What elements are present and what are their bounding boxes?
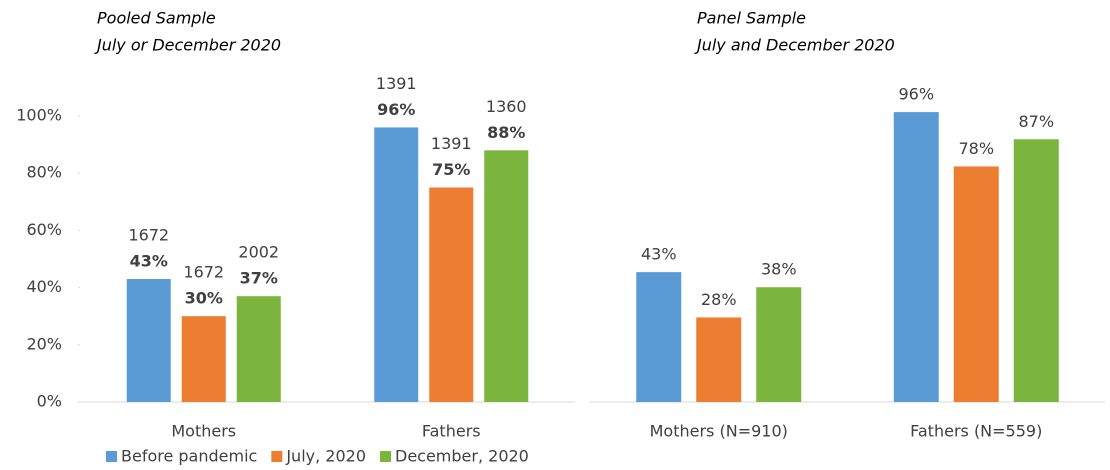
- y-tick-label: 0%: [37, 392, 62, 411]
- bar: [429, 187, 474, 402]
- bar: [181, 316, 226, 402]
- y-tick-label: 20%: [26, 334, 62, 353]
- data-label: 38%: [761, 260, 797, 279]
- legend-label: July, 2020: [285, 447, 366, 466]
- data-label: 75%: [432, 160, 470, 179]
- bar: [953, 166, 999, 402]
- bar: [374, 127, 419, 402]
- legend-label: December, 2020: [395, 447, 529, 466]
- legend-swatch: [271, 451, 283, 462]
- bar: [636, 272, 682, 402]
- bar: [756, 287, 802, 402]
- count-label: 2002: [238, 243, 279, 262]
- data-label: 37%: [240, 269, 278, 288]
- legend-swatch: [380, 451, 391, 462]
- chart-subtitle: July and December 2020: [694, 36, 895, 55]
- y-tick-label: 80%: [26, 163, 62, 182]
- bar: [696, 317, 742, 402]
- chart-title: Pooled Sample: [97, 9, 216, 28]
- data-label: 96%: [377, 100, 415, 119]
- count-label: 1672: [183, 263, 224, 282]
- x-tick-label: Fathers (N=559): [910, 422, 1042, 441]
- count-label: 1672: [128, 226, 169, 245]
- y-tick-label: 100%: [16, 106, 62, 125]
- bar: [893, 112, 939, 402]
- y-tick-label: 60%: [26, 220, 62, 239]
- data-label: 96%: [898, 85, 934, 104]
- data-label: 78%: [958, 139, 994, 158]
- count-label: 1360: [486, 97, 527, 116]
- data-label: 28%: [701, 290, 737, 309]
- data-label: 43%: [641, 245, 677, 264]
- bar: [1013, 139, 1059, 402]
- x-tick-label: Fathers: [422, 422, 481, 441]
- chart-title: Panel Sample: [697, 9, 806, 28]
- data-label: 87%: [1018, 112, 1054, 131]
- count-label: 1391: [431, 134, 472, 153]
- x-tick-label: Mothers (N=910): [650, 422, 788, 441]
- legend-swatch: [106, 451, 117, 462]
- data-label: 88%: [487, 123, 525, 142]
- chart-subtitle: July or December 2020: [94, 36, 281, 55]
- data-label: 43%: [130, 252, 168, 271]
- bar: [484, 150, 529, 402]
- x-tick-label: Mothers: [171, 422, 236, 441]
- data-label: 30%: [185, 289, 223, 308]
- legend-label: Before pandemic: [121, 447, 257, 466]
- count-label: 1391: [376, 74, 417, 93]
- y-tick-label: 40%: [26, 277, 62, 296]
- bar: [236, 296, 281, 402]
- bar: [126, 279, 171, 402]
